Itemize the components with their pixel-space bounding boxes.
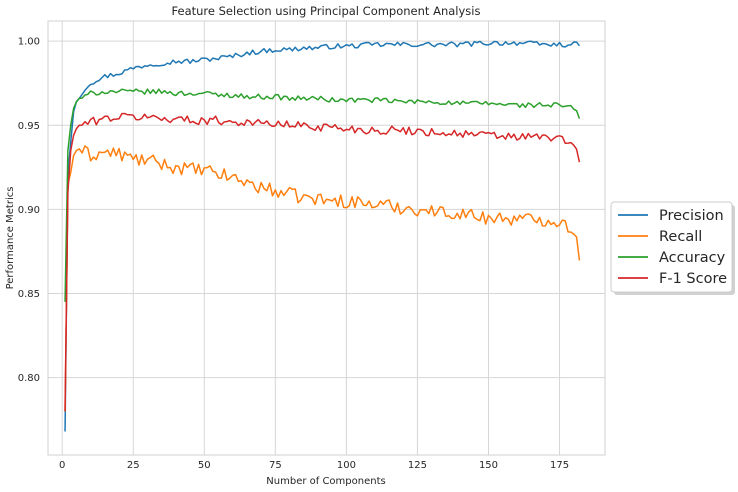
legend-items: Precision Recall Accuracy F-1 Score [618, 208, 727, 287]
x-tick-label: 75 [269, 460, 282, 471]
legend-box [610, 201, 733, 293]
series-line-precision [64, 40, 581, 432]
x-tick-label: 100 [337, 460, 356, 471]
series-line-recall [64, 145, 581, 412]
y-tick-label: 0.95 [18, 121, 40, 132]
y-tick-labels: 0.80 0.85 0.90 0.95 1.00 [18, 37, 40, 384]
legend-label: Precision [659, 208, 724, 224]
legend: Precision Recall Accuracy F-1 Score [610, 201, 735, 295]
x-axis-label: Number of Components [266, 476, 385, 487]
series-line-f-1-score [64, 112, 581, 412]
x-tick-label: 150 [479, 460, 498, 471]
x-tick-labels: 0 25 50 75 100 125 150 175 [59, 460, 569, 471]
plot-background [48, 21, 605, 455]
legend-label: F-1 Score [659, 271, 727, 287]
x-tick-label: 175 [550, 460, 569, 471]
y-axis-label: Performance Metrics [5, 187, 16, 290]
chart-title: Feature Selection using Principal Compon… [172, 4, 481, 18]
y-tick-label: 1.00 [18, 37, 40, 48]
x-tick-label: 0 [59, 460, 65, 471]
series-line-accuracy [64, 88, 581, 302]
x-tick-label: 25 [127, 460, 140, 471]
legend-label: Recall [659, 229, 702, 245]
y-tick-label: 0.85 [18, 289, 40, 300]
legend-label: Accuracy [659, 250, 726, 266]
plot-frame [47, 20, 606, 456]
x-tick-label: 125 [408, 460, 427, 471]
x-tick-label: 50 [198, 460, 211, 471]
y-tick-label: 0.90 [18, 205, 40, 216]
series-layer [64, 40, 581, 432]
y-tick-label: 0.80 [18, 373, 40, 384]
